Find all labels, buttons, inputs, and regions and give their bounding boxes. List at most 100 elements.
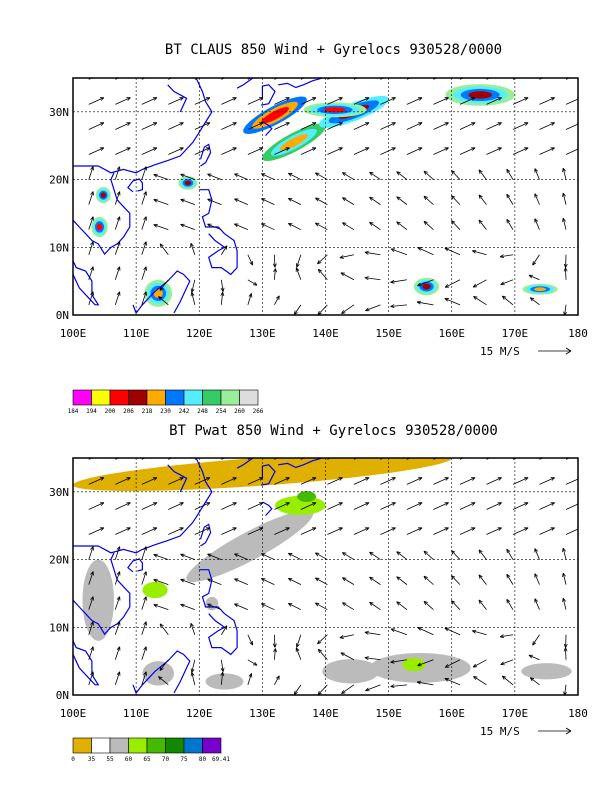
wind-vector	[159, 243, 169, 255]
contour-1-3	[96, 223, 103, 231]
wind-vector	[274, 527, 290, 535]
wind-vector	[274, 502, 290, 510]
wind-vector	[459, 97, 476, 105]
wind-vector	[247, 659, 258, 666]
wind-vector	[423, 195, 434, 205]
wind-vector	[274, 295, 280, 306]
wind-vector	[295, 634, 302, 648]
wind-vector	[353, 527, 370, 535]
coastline-2	[73, 640, 100, 686]
x-tick-label: 130E	[249, 327, 276, 340]
wind-vector	[380, 527, 396, 535]
wind-vector	[327, 527, 343, 535]
wind-vector	[141, 621, 147, 635]
plot-area	[73, 458, 578, 695]
wind-vector	[365, 684, 381, 692]
wind-vector	[444, 678, 461, 686]
wind-vector	[471, 249, 487, 256]
colorbar-swatch	[91, 737, 111, 754]
coastline-11	[167, 84, 188, 113]
contour-4-3	[324, 107, 346, 113]
wind-vector	[317, 268, 328, 281]
wind-vector	[459, 147, 476, 155]
contour-4-0	[297, 491, 317, 503]
colorbar-label: 75	[180, 756, 188, 763]
wind-vector	[380, 147, 396, 155]
wind-vector	[180, 578, 195, 586]
wind-vector	[141, 477, 158, 485]
wind-vector	[500, 659, 514, 666]
wind-vector	[396, 601, 408, 610]
wind-vector	[88, 241, 94, 255]
wind-vector	[365, 304, 381, 312]
wind-vector	[539, 97, 555, 105]
colorbar-swatch	[146, 737, 166, 754]
wind-vector	[506, 218, 514, 230]
x-tick-label: 150E	[375, 707, 402, 720]
contour-2-0	[142, 581, 168, 599]
x-tick-label: 120E	[186, 327, 213, 340]
colorbar-label: 254	[216, 408, 227, 415]
wind-vector	[486, 97, 502, 105]
colorbar-label: 69.41	[212, 756, 230, 763]
colorbar-label: 80	[199, 756, 207, 763]
wind-vector	[364, 276, 381, 281]
wind-vector	[423, 600, 434, 610]
wind-vector	[141, 546, 147, 560]
wind-vector	[390, 279, 407, 284]
colorbar-swatch	[128, 389, 148, 406]
wind-vector	[342, 602, 355, 611]
wind-vector	[451, 220, 461, 230]
wind-vector	[390, 248, 408, 256]
wind-vector	[380, 502, 396, 510]
pwat-panel: BT Pwat 850 Wind + Gyrelocs 930528/0000 1…	[49, 423, 588, 763]
wind-vector	[288, 577, 302, 585]
wind-vector	[364, 630, 381, 636]
wind-vector	[114, 671, 121, 685]
plot-frame	[72, 457, 579, 696]
colorbar-swatch	[183, 389, 203, 406]
wind-vector	[114, 646, 121, 660]
wind-vector	[88, 147, 105, 155]
wind-vector	[141, 671, 147, 685]
wind-vector	[562, 572, 567, 585]
wind-vector	[562, 547, 567, 560]
wind-vector	[528, 274, 540, 281]
wind-vector	[539, 122, 555, 130]
wind-vector	[486, 502, 502, 510]
wind-vector	[234, 578, 249, 585]
plot-frame	[72, 77, 579, 316]
wind-vector	[406, 502, 423, 510]
wind-vector	[562, 597, 567, 610]
wind-vector	[288, 552, 302, 560]
wind-vector	[327, 122, 343, 130]
colorbar-swatch	[202, 737, 222, 754]
wind-vector	[451, 600, 461, 610]
coastline-8	[260, 464, 276, 486]
colorbar-label: 206	[123, 408, 134, 415]
wind-vector	[194, 477, 211, 485]
wind-vector	[272, 254, 277, 268]
colorbar-swatch	[72, 737, 92, 754]
wind-vector	[562, 167, 567, 180]
wind-vector	[534, 218, 540, 230]
wind-vector	[115, 477, 131, 485]
wind-vector	[168, 527, 184, 535]
x-tick-label: 170E	[502, 327, 529, 340]
wind-vector	[88, 266, 94, 280]
coastline-4	[199, 189, 238, 276]
wind-vector	[207, 603, 222, 611]
wind-vector	[506, 598, 514, 610]
x-tick-label: 180	[568, 327, 588, 340]
wind-vector	[444, 627, 461, 636]
wind-vector	[168, 477, 184, 485]
coastline-9	[278, 458, 323, 469]
wind-vector	[369, 221, 381, 231]
wind-vector	[115, 97, 131, 105]
wind-vector	[88, 646, 94, 660]
wind-vector	[353, 147, 370, 155]
wind-vector	[207, 553, 222, 560]
wind-vector	[417, 659, 434, 667]
wind-vector	[114, 621, 121, 635]
wind-vector	[115, 122, 131, 130]
